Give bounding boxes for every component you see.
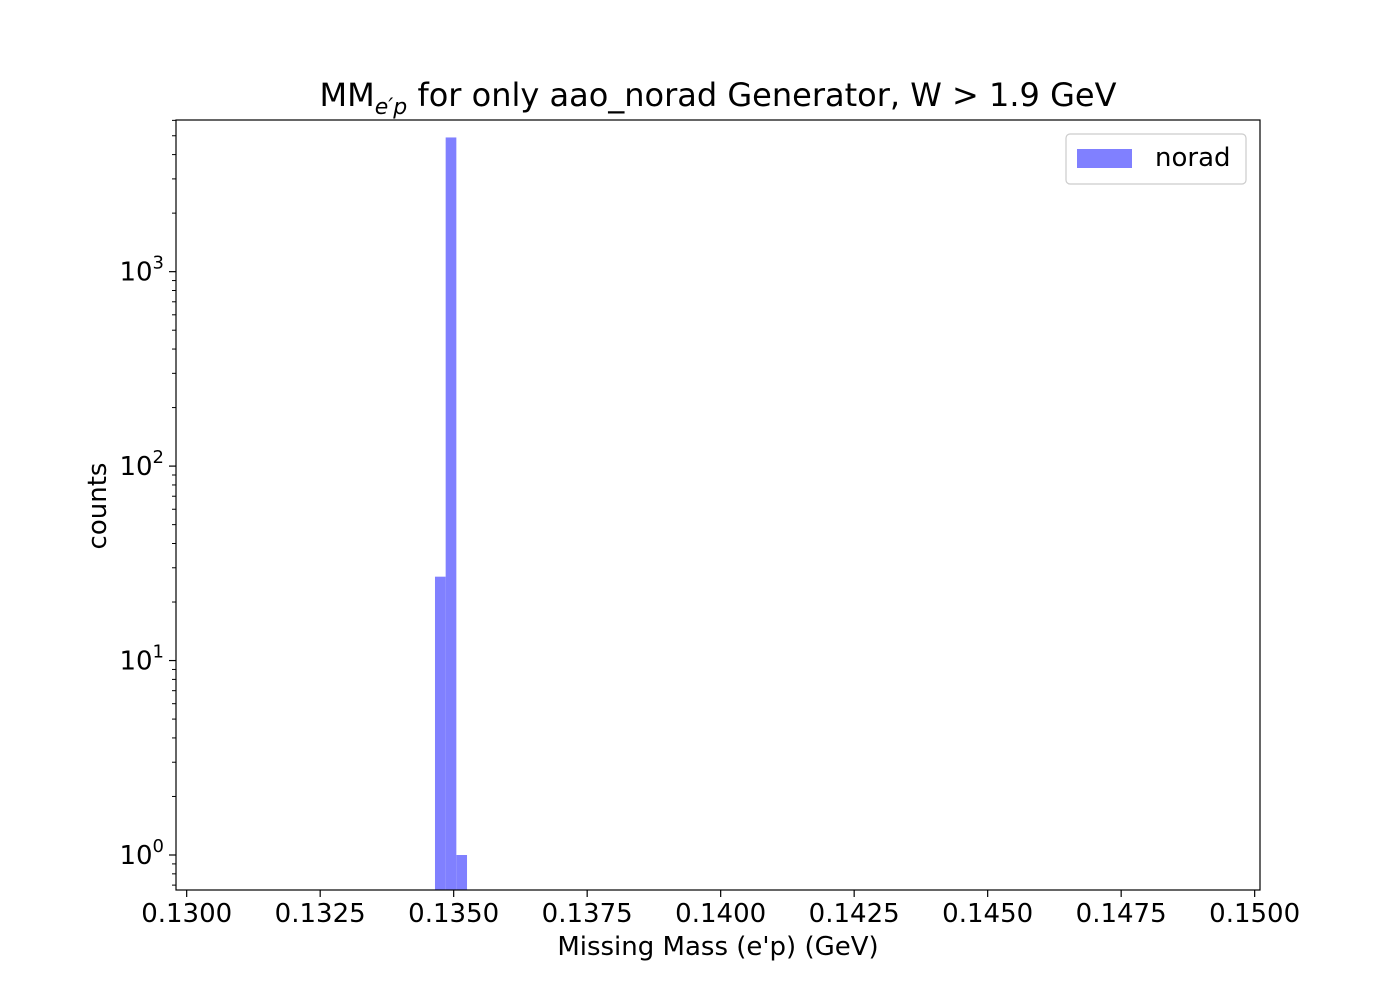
x-tick-label: 0.1500 — [1209, 899, 1300, 929]
x-tick-label: 0.1375 — [542, 899, 633, 929]
x-tick-label: 0.1400 — [675, 899, 766, 929]
x-tick-label: 0.1325 — [275, 899, 366, 929]
y-tick-label: 102 — [119, 447, 164, 482]
histogram-bars — [434, 137, 468, 891]
y-tick-label: 103 — [119, 253, 164, 288]
histogram-bar — [456, 855, 468, 890]
x-axis-label: Missing Mass (e'p) (GeV) — [557, 932, 878, 962]
x-tick-label: 0.1350 — [408, 899, 499, 929]
title-prefix: MM — [320, 76, 375, 114]
title-subscript: e′p — [375, 95, 408, 120]
y-axis-ticks: 100 101 102 103 — [119, 119, 176, 886]
x-tick-label: 0.1300 — [141, 899, 232, 929]
histogram-bar — [445, 137, 457, 891]
legend: norad — [1065, 133, 1247, 185]
legend-box — [1065, 133, 1247, 185]
plot-frame — [175, 119, 1261, 891]
legend-label-norad: norad — [1155, 143, 1231, 173]
x-axis-ticks: 0.1300 0.1325 0.1350 0.1375 0.1400 0.1425 0.14… — [141, 890, 1300, 929]
histogram-bar — [434, 576, 446, 890]
chart-title: MMe′p for only aao_norad Generator, W > … — [320, 76, 1117, 120]
x-tick-label: 0.1425 — [809, 899, 900, 929]
legend-swatch-norad — [1077, 149, 1132, 168]
y-tick-label: 100 — [119, 836, 164, 871]
x-tick-label: 0.1450 — [942, 899, 1033, 929]
y-axis-label: counts — [83, 463, 113, 550]
title-suffix: for only aao_norad Generator, W > 1.9 Ge… — [407, 76, 1116, 114]
y-tick-label: 101 — [119, 642, 164, 677]
x-tick-label: 0.1475 — [1076, 899, 1167, 929]
